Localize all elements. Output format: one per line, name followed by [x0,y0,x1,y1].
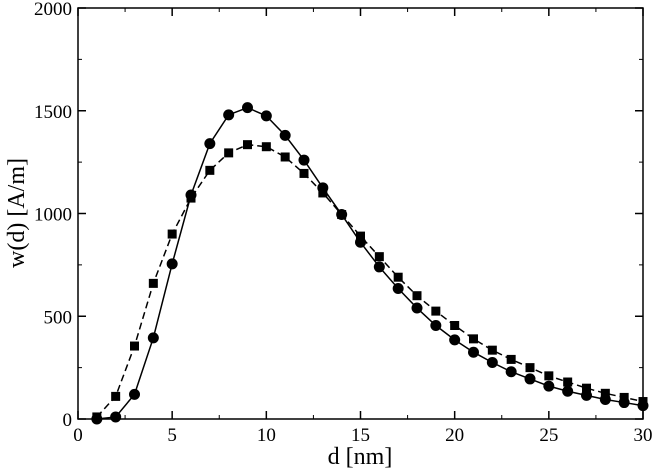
circle-marker [373,261,385,273]
square-marker [450,320,460,330]
circle-marker [260,110,272,122]
square-marker [525,363,535,373]
circle-marker [486,356,498,368]
series-layer [91,102,649,425]
circle-marker [562,385,574,397]
series-1 [91,102,649,425]
series-line [96,106,644,420]
circle-marker [505,366,517,378]
circle-marker [524,373,536,385]
square-marker [544,371,554,381]
square-marker [619,392,629,402]
square-marker [506,354,516,364]
circle-marker [147,332,159,344]
square-marker [130,341,139,351]
square-marker [337,210,347,220]
square-marker [186,193,196,203]
circle-marker [223,109,235,121]
y-tick-label: 500 [44,307,73,328]
square-marker [563,377,573,387]
circle-marker [166,258,178,270]
square-marker [431,306,441,316]
x-axis-label: d [nm] [328,444,393,470]
x-tick-label: 5 [167,425,177,446]
circle-marker [392,283,404,295]
y-tick-label: 2000 [34,0,72,20]
x-tick-label: 0 [73,425,83,446]
square-marker [111,391,121,401]
x-tick-label: 15 [351,425,370,446]
square-marker [280,152,290,162]
y-tick-label: 0 [63,410,73,431]
square-marker [261,142,271,152]
circle-marker [411,302,423,314]
square-marker [487,345,497,355]
square-marker [356,231,365,241]
x-tick-label: 10 [257,425,276,446]
square-marker [600,388,610,398]
circle-marker [279,129,291,141]
square-marker [243,140,252,150]
plot-frame [77,7,644,420]
square-marker [224,148,234,158]
circle-marker [430,319,442,331]
series-2 [92,140,648,422]
square-marker [412,291,422,301]
circle-marker [129,388,140,400]
y-tick-label: 1500 [34,102,72,123]
square-marker [469,334,478,344]
circle-marker [543,380,555,392]
square-marker [582,383,591,393]
square-marker [393,272,403,282]
square-marker [638,397,648,407]
y-axis: 0 500 1000 1500 2000 [34,0,643,431]
series-line [96,143,644,418]
circle-marker [110,411,122,423]
circle-marker [298,154,310,166]
circle-marker [204,138,216,150]
circle-marker [449,334,461,346]
circle-marker [242,102,253,114]
x-tick-label: 25 [539,425,558,446]
circle-marker [468,346,479,358]
y-tick-label: 1000 [34,205,72,226]
x-axis: 0 5 10 15 20 25 30 [73,8,653,446]
y-axis-label: w(d) [A/m] [4,158,30,268]
x-tick-label: 20 [445,425,464,446]
square-marker [374,252,384,262]
square-marker [92,412,102,422]
x-tick-label: 30 [634,425,653,446]
square-marker [318,188,328,198]
square-marker [167,229,177,239]
square-marker [148,278,158,288]
square-marker [299,168,309,178]
square-marker [205,165,215,175]
